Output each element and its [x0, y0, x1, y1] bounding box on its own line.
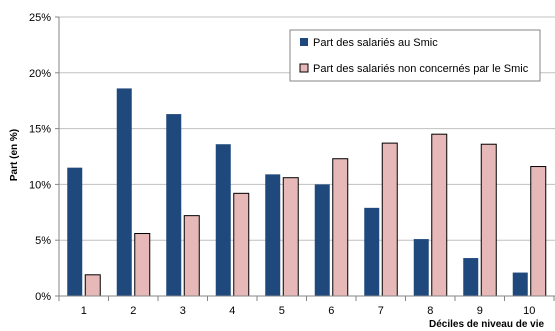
x-tick-label: 7	[378, 305, 384, 317]
x-tick-label: 8	[427, 305, 433, 317]
bar-series-1-decile-1	[67, 167, 83, 296]
bar-series-1-decile-8	[413, 239, 429, 296]
bar-series-2-decile-10	[530, 166, 547, 297]
bar-series-2-decile-6	[332, 158, 349, 297]
x-tick-label: 10	[523, 305, 535, 317]
bar-series-1-decile-7	[364, 207, 380, 296]
legend-box	[289, 29, 541, 82]
y-tick-label: 5%	[35, 235, 51, 247]
y-tick-labels: 0% 5% 10% 15% 20% 25%	[29, 12, 59, 303]
bar-series-1-decile-10	[512, 272, 528, 296]
legend-label-series-1: Part des salariés au Smic	[313, 37, 438, 49]
bar-series-2-decile-7	[381, 142, 398, 297]
y-tick-label: 20%	[29, 68, 51, 80]
x-tick-label: 6	[328, 305, 334, 317]
bars	[67, 88, 547, 297]
x-tick-label: 3	[180, 305, 186, 317]
bar-series-2-decile-3	[183, 215, 200, 297]
legend-swatch-series-1	[300, 38, 308, 46]
bar-series-1-decile-6	[314, 184, 330, 296]
bar-series-1-decile-3	[166, 114, 182, 296]
x-axis-title: Déciles de niveau de vie	[429, 319, 544, 330]
bar-series-1-decile-9	[463, 258, 479, 296]
bar-series-2-decile-2	[134, 233, 151, 297]
y-tick-label: 0%	[35, 291, 51, 303]
y-tick-label: 15%	[29, 124, 51, 136]
x-tick-labels: 1 2 3 4 5 6 7 8 9 10	[58, 296, 555, 317]
legend-label-series-2: Part des salariés non concernés par le S…	[313, 63, 529, 75]
x-tick-label: 9	[477, 305, 483, 317]
bar-series-2-decile-5	[282, 177, 299, 297]
legend-swatch-series-2	[299, 63, 309, 73]
legend: Part des salariés au Smic Part des salar…	[289, 29, 541, 82]
y-tick-label: 25%	[29, 12, 51, 24]
x-tick-label: 1	[81, 305, 87, 317]
x-tick-label: 2	[130, 305, 136, 317]
y-axis-title: Part (en %)	[9, 129, 20, 181]
bar-series-1-decile-2	[116, 88, 132, 296]
bar-series-2-decile-4	[233, 192, 250, 297]
bar-series-2-decile-9	[480, 143, 497, 297]
bar-series-1-decile-4	[215, 144, 231, 296]
x-tick-label: 5	[279, 305, 285, 317]
bar-series-1-decile-5	[265, 174, 281, 296]
x-tick-label: 4	[229, 305, 235, 317]
y-tick-label: 10%	[29, 179, 51, 191]
bar-series-2-decile-8	[431, 133, 448, 297]
bar-series-2-decile-1	[84, 274, 101, 297]
